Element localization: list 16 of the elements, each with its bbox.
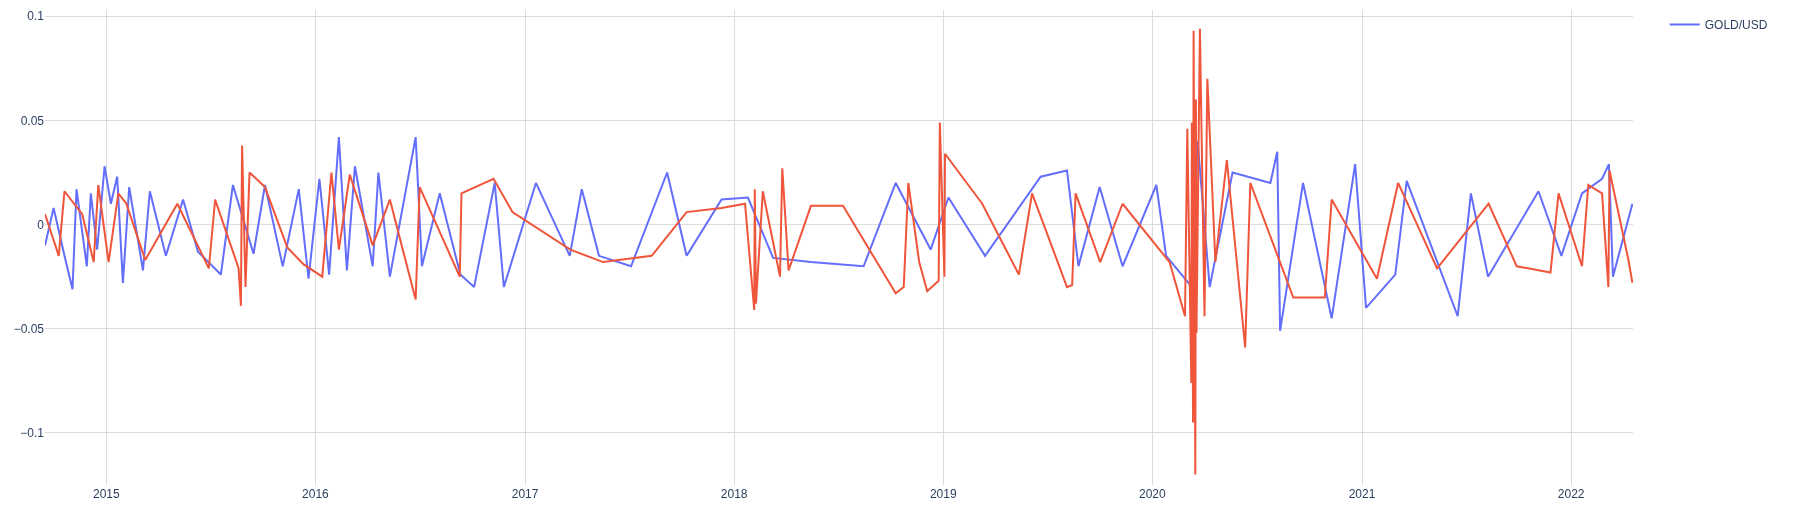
x-tick-label: 2019 <box>929 487 957 501</box>
x-tick-label: 2020 <box>1139 487 1167 501</box>
x-tick-label: 2018 <box>720 487 748 501</box>
x-tick-label: 2022 <box>1557 487 1585 501</box>
x-tick-label: 2021 <box>1348 487 1376 501</box>
x-tick-label: 2016 <box>302 487 330 501</box>
y-tick-label: 0.1 <box>27 9 45 24</box>
y-tick-label: 0 <box>37 217 45 232</box>
line-series <box>45 27 1633 476</box>
y-tick-label: 0.05 <box>20 113 45 128</box>
y-tick-label: −0.05 <box>13 321 45 336</box>
x-tick-label: 2017 <box>511 487 539 501</box>
y-tick-label: −0.1 <box>20 426 45 441</box>
line-series <box>45 136 1633 332</box>
x-tick-label: 2015 <box>92 487 120 501</box>
legend-label: GOLD/USD <box>1704 18 1768 33</box>
